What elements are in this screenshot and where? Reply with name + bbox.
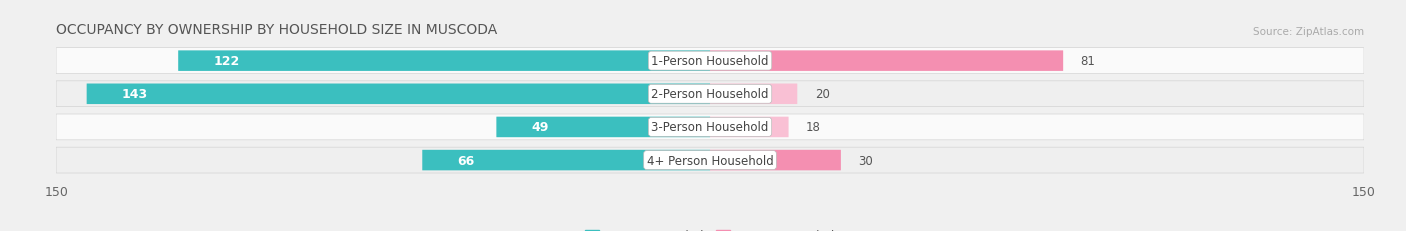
FancyBboxPatch shape [710, 150, 841, 171]
Text: 30: 30 [858, 154, 873, 167]
Text: Source: ZipAtlas.com: Source: ZipAtlas.com [1253, 27, 1364, 37]
Text: 66: 66 [457, 154, 474, 167]
Text: 81: 81 [1080, 55, 1095, 68]
FancyBboxPatch shape [56, 82, 1364, 107]
FancyBboxPatch shape [710, 51, 1063, 72]
FancyBboxPatch shape [56, 115, 1364, 140]
Text: 20: 20 [814, 88, 830, 101]
Text: OCCUPANCY BY OWNERSHIP BY HOUSEHOLD SIZE IN MUSCODA: OCCUPANCY BY OWNERSHIP BY HOUSEHOLD SIZE… [56, 23, 498, 37]
FancyBboxPatch shape [710, 84, 797, 105]
Legend: Owner-occupied, Renter-occupied: Owner-occupied, Renter-occupied [579, 224, 841, 231]
FancyBboxPatch shape [56, 49, 1364, 74]
FancyBboxPatch shape [56, 148, 1364, 173]
Text: 4+ Person Household: 4+ Person Household [647, 154, 773, 167]
Text: 49: 49 [531, 121, 548, 134]
Text: 3-Person Household: 3-Person Household [651, 121, 769, 134]
Text: 18: 18 [806, 121, 821, 134]
FancyBboxPatch shape [710, 117, 789, 138]
FancyBboxPatch shape [422, 150, 710, 171]
FancyBboxPatch shape [179, 51, 710, 72]
Text: 1-Person Household: 1-Person Household [651, 55, 769, 68]
Text: 2-Person Household: 2-Person Household [651, 88, 769, 101]
FancyBboxPatch shape [496, 117, 710, 138]
FancyBboxPatch shape [87, 84, 710, 105]
Text: 143: 143 [121, 88, 148, 101]
Text: 122: 122 [214, 55, 239, 68]
